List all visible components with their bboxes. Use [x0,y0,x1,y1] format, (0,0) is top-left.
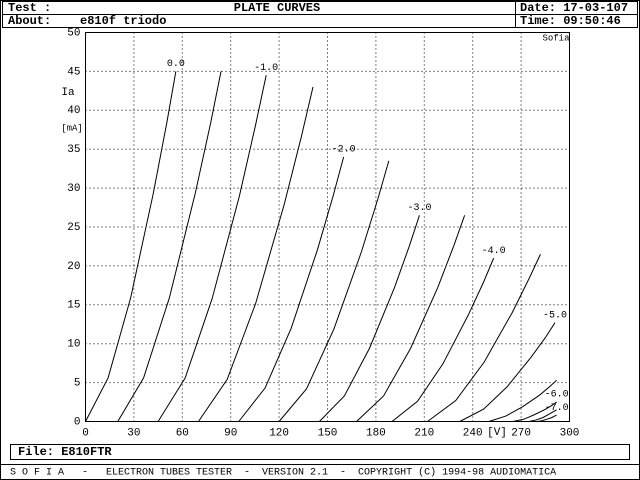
y-tick-label: 25 [67,222,80,234]
x-tick-label: 270 [511,427,531,439]
curve-label: -6.0 [545,390,569,401]
date: Date: 17-03-107 [520,1,628,15]
y-tick-label: 5 [74,378,81,390]
y-tick-label: 30 [67,183,80,195]
plate-curve [529,409,557,422]
y-tick-label: 40 [67,105,80,117]
x-tick-label: 0 [82,427,89,439]
plate-curve [319,215,420,422]
about-label: About: [8,14,51,28]
x-tick-label: 60 [176,427,189,439]
file-name: File: E810FTR [18,445,112,459]
plate-curve [391,257,495,422]
y-axis-title: Ia [61,87,75,99]
y-tick-label: 20 [67,261,80,273]
curve-label: -4.0 [482,246,506,257]
x-axis-title: [V] [487,427,507,439]
test-label: Test : [8,1,51,15]
curve-label: -2.0 [332,145,356,156]
x-tick-label: 180 [366,427,386,439]
y-tick-label: 45 [67,66,80,78]
curve-label: -5.0 [543,310,567,321]
about-text: e810f triodo [80,14,166,28]
curve-label: -7.0 [545,403,569,414]
y-axis-unit: [mA] [61,123,83,133]
x-tick-label: 30 [127,427,140,439]
plate-curve [278,160,390,422]
x-tick-label: 300 [560,427,580,439]
x-tick-label: 120 [269,427,289,439]
plate-curve [85,71,177,422]
y-tick-label: 10 [67,339,80,351]
curve-label: -3.0 [407,203,431,214]
watermark: Sofia [542,33,570,43]
plate-curve [459,322,556,422]
plot: 0 30 60 90 120 150 180 210 240 270 300 0 5 10 15 20 25 30… [67,27,579,439]
y-tick-label: 15 [67,300,80,312]
plot-frame [85,32,570,422]
plate-curve [537,414,557,422]
time: Time: 09:50:46 [520,14,621,28]
file-box [10,444,630,460]
y-tick-label: 0 [74,416,81,428]
plate-curve [356,215,466,422]
y-tick-label: 50 [67,27,80,39]
plate-curve [198,86,314,422]
plate-curve [117,71,222,422]
curve-label: -1.0 [254,63,278,74]
status-bar: S O F I A - ELECTRON TUBES TESTER - VERS… [10,467,556,479]
plate-curve [512,401,557,422]
page-title: PLATE CURVES [234,1,320,15]
y-tick-label: 35 [67,144,80,156]
x-tick-label: 90 [224,427,237,439]
x-tick-label: 150 [318,427,338,439]
x-tick-label: 240 [463,427,483,439]
curve-label: 0.0 [167,59,185,70]
plate-curve [157,75,267,422]
x-tick-label: 210 [414,427,434,439]
plate-curve [488,379,557,422]
plate-curve [427,254,541,422]
plate-curve [238,156,345,422]
